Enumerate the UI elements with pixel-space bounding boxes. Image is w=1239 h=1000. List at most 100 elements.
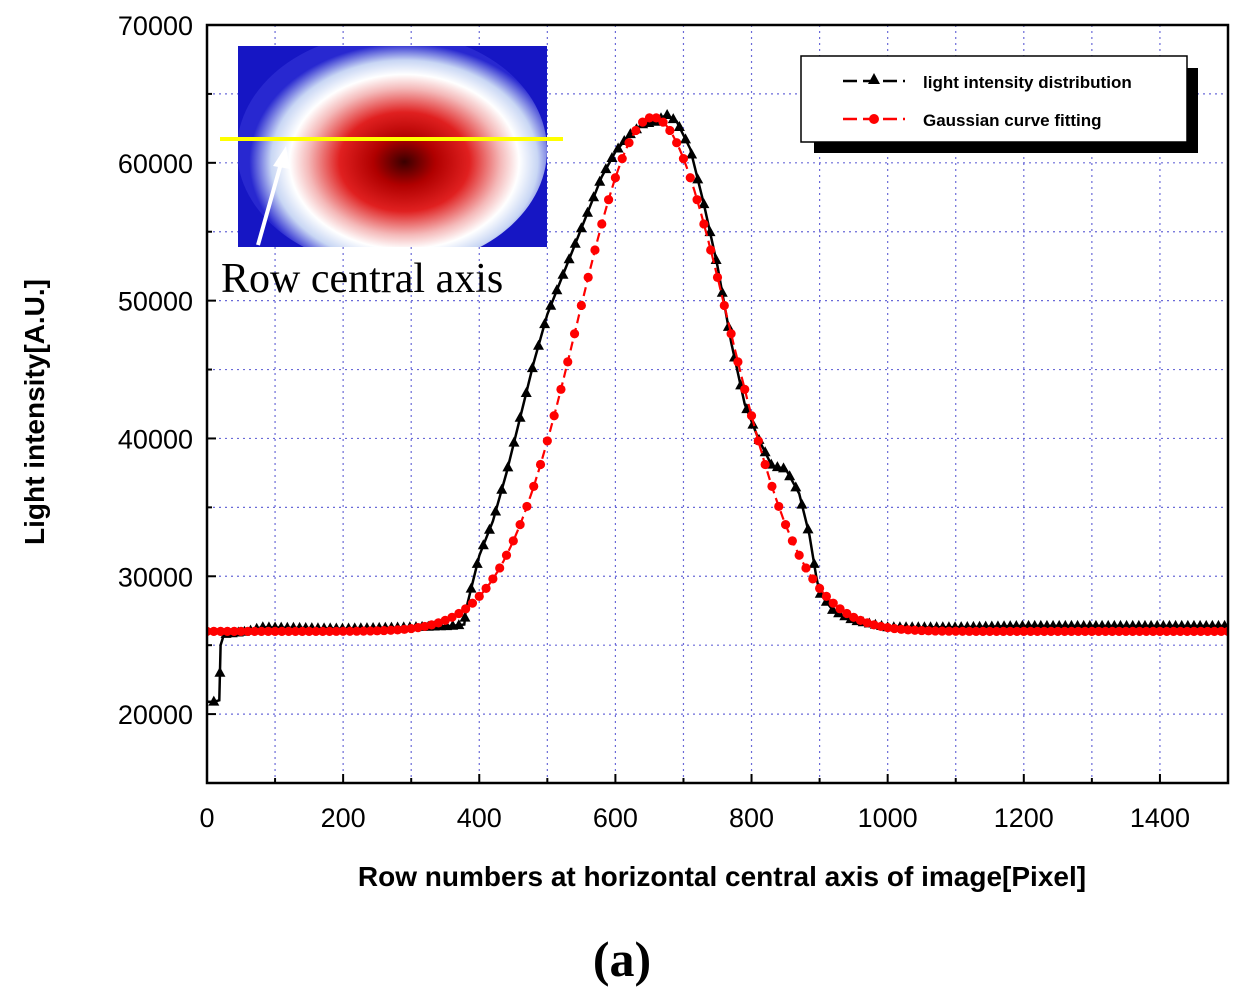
series-gaussian-marker	[665, 125, 675, 136]
series-intensity-marker	[594, 175, 606, 186]
series-intensity-marker	[827, 603, 839, 614]
series-gaussian-marker	[318, 626, 328, 636]
x-axis-title: Row numbers at horizontal central axis o…	[358, 861, 1086, 892]
series-intensity-marker	[698, 198, 710, 209]
y-axis-title: Light intensity[A.U.]	[19, 279, 50, 545]
series-gaussian-marker	[243, 626, 253, 636]
series-gaussian-marker	[1046, 626, 1056, 636]
series-gaussian-marker	[842, 608, 852, 619]
series-gaussian-marker	[399, 624, 409, 634]
series-gaussian-marker	[644, 113, 655, 123]
series-gaussian-marker	[1175, 626, 1185, 637]
series-gaussian-marker	[917, 625, 927, 636]
series-intensity-marker	[802, 523, 814, 534]
series-intensity-marker	[581, 206, 593, 217]
series-gaussian-marker	[998, 626, 1008, 636]
series-gaussian-marker	[256, 626, 267, 636]
series-gaussian-marker	[597, 219, 607, 229]
series-intensity-marker	[673, 120, 685, 131]
series-intensity-marker	[667, 113, 679, 124]
series-gaussian-marker	[529, 481, 539, 491]
series-gaussian-marker	[1189, 626, 1199, 637]
series-intensity-marker	[214, 666, 226, 677]
x-tick-label: 1000	[858, 803, 918, 833]
series-gaussian-marker	[1080, 626, 1090, 636]
y-tick-label: 30000	[118, 562, 193, 592]
series-gaussian-marker	[222, 626, 233, 636]
series-gaussian-marker	[467, 598, 478, 608]
series-gaussian-marker	[780, 519, 791, 530]
legend-intensity-marker	[868, 73, 880, 84]
series-intensity-marker	[483, 523, 495, 534]
series-gaussian-marker	[1094, 626, 1104, 636]
series-gaussian-marker	[923, 626, 934, 636]
series-gaussian-marker	[944, 626, 954, 636]
series-gaussian-marker	[1121, 626, 1131, 637]
series-gaussian-marker	[583, 272, 593, 282]
series-gaussian-marker	[454, 608, 464, 619]
series-gaussian-marker	[447, 612, 457, 622]
series-gaussian-marker	[352, 626, 362, 636]
series-intensity-marker	[606, 151, 618, 162]
series-gaussian-marker	[365, 626, 375, 636]
series-intensity-marker	[661, 109, 673, 120]
series-intensity-marker	[471, 557, 483, 568]
series-gaussian-marker	[1155, 626, 1165, 637]
series-gaussian-marker	[515, 519, 525, 530]
series-intensity-marker	[502, 461, 514, 472]
series-gaussian-marker	[569, 329, 580, 339]
series-gaussian-marker	[937, 626, 947, 636]
series-intensity-marker	[692, 173, 704, 184]
series-gaussian-marker	[461, 604, 471, 614]
series-gaussian-marker	[542, 436, 552, 446]
y-tick-label: 60000	[118, 149, 193, 179]
series-gaussian-marker	[284, 626, 294, 636]
series-gaussian-marker	[508, 536, 518, 546]
series-gaussian-marker	[828, 598, 838, 608]
series-intensity-marker	[600, 163, 612, 174]
legend-intensity-label: light intensity distribution	[923, 73, 1132, 92]
series-gaussian-marker	[991, 626, 1002, 636]
series-gaussian-marker	[1060, 626, 1070, 636]
series-gaussian-marker	[624, 138, 634, 148]
series-gaussian-marker	[290, 626, 301, 636]
series-intensity-marker	[496, 483, 508, 494]
series-gaussian-marker	[1107, 626, 1117, 637]
series-gaussian-marker	[474, 591, 484, 601]
series-gaussian-marker	[638, 117, 648, 127]
series-gaussian-marker	[692, 195, 702, 205]
series-gaussian-marker	[324, 626, 335, 636]
x-tick-label: 800	[729, 803, 774, 833]
series-gaussian-marker	[576, 300, 586, 311]
series-intensity-marker	[465, 582, 477, 593]
series-intensity-marker	[508, 436, 520, 447]
series-gaussian-marker	[270, 626, 280, 636]
series-gaussian-marker	[617, 154, 627, 164]
series-gaussian-marker	[1100, 626, 1111, 637]
series-gaussian-marker	[1182, 626, 1192, 637]
series-gaussian-marker	[556, 384, 566, 394]
series-gaussian-marker	[495, 563, 505, 573]
y-tick-label: 50000	[118, 287, 193, 317]
series-gaussian-marker	[413, 623, 423, 633]
legend-gaussian-label: Gaussian curve fitting	[923, 111, 1102, 130]
series-gaussian-marker	[746, 411, 757, 421]
series-gaussian-marker	[603, 195, 614, 205]
series-gaussian-marker	[406, 623, 416, 634]
series-gaussian-marker	[787, 536, 797, 546]
series-gaussian-marker	[685, 173, 695, 183]
inset-arrow-head	[273, 146, 290, 169]
x-tick-label: 400	[457, 803, 502, 833]
series-gaussian-marker	[610, 173, 621, 183]
series-gaussian-marker	[1005, 626, 1015, 636]
series-intensity-marker	[680, 133, 692, 144]
series-gaussian-marker	[590, 245, 600, 255]
series-intensity-marker	[716, 286, 728, 297]
series-intensity-marker	[532, 339, 544, 350]
series-gaussian-marker	[1053, 626, 1063, 636]
series-gaussian-marker	[535, 459, 546, 470]
series-gaussian-marker	[1019, 626, 1029, 636]
series-intensity-marker	[569, 237, 581, 248]
series-gaussian-marker	[1202, 626, 1213, 637]
series-gaussian-marker	[910, 625, 920, 635]
